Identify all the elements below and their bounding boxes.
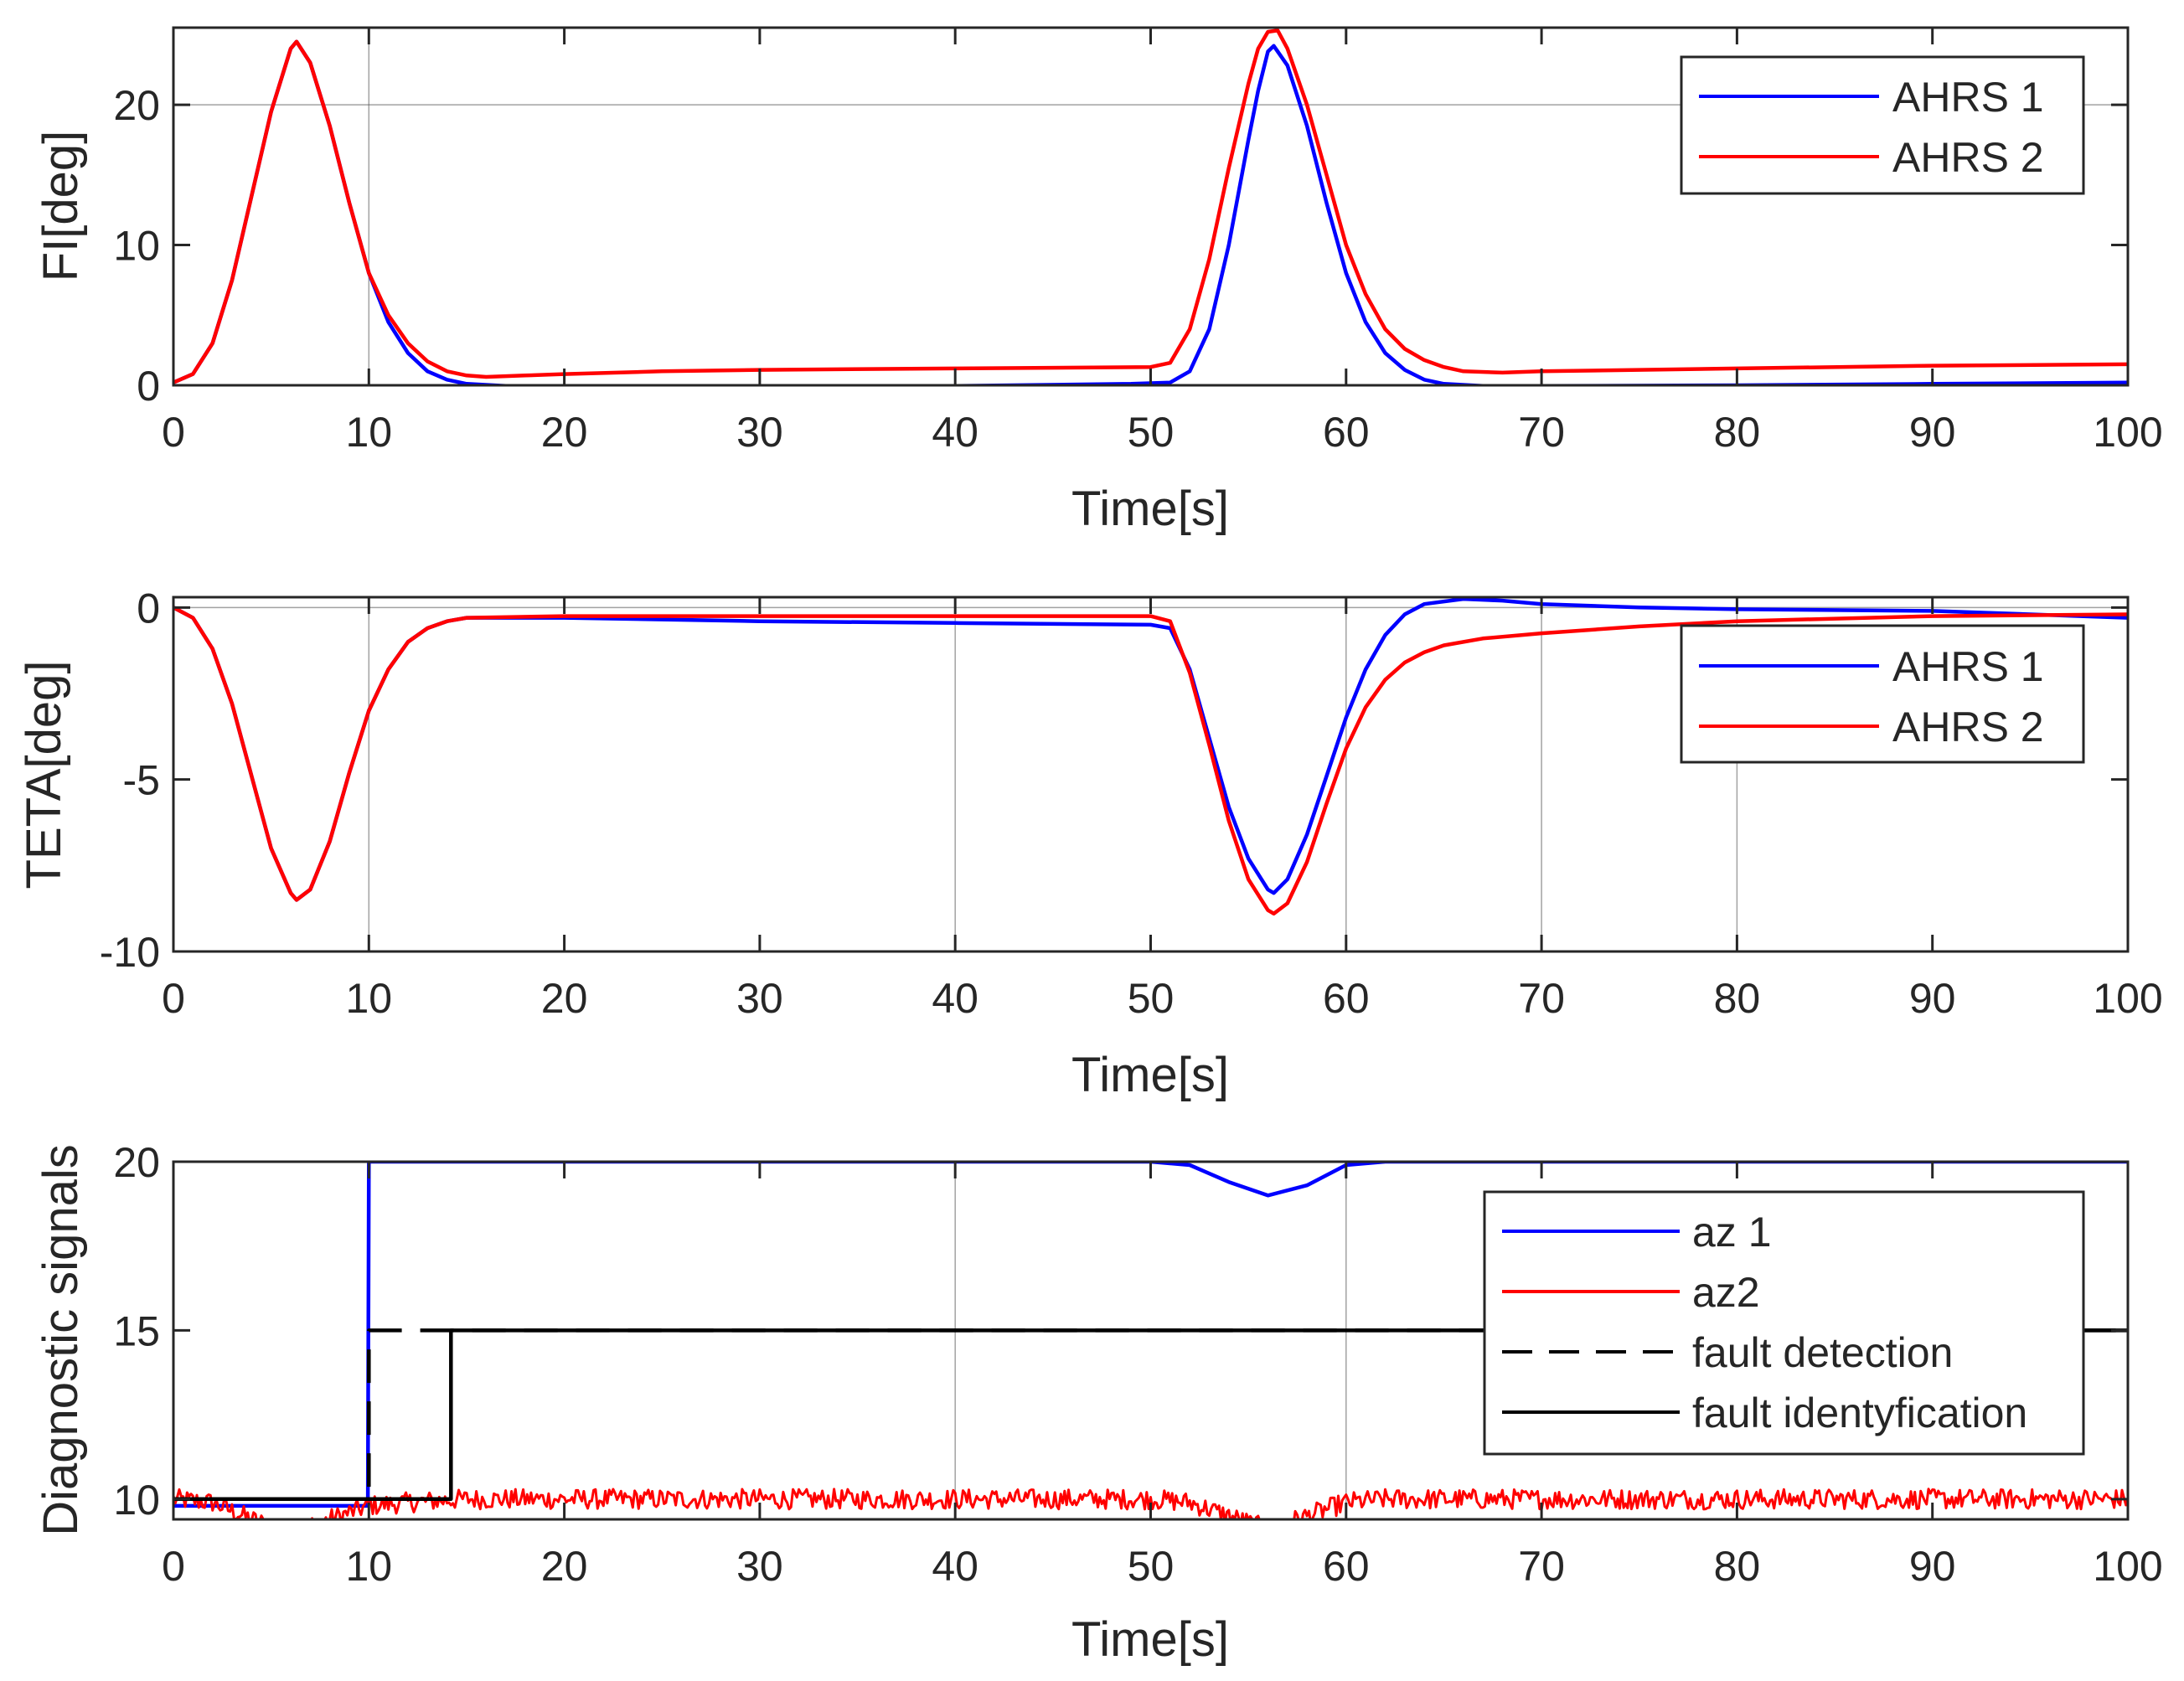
fi-legend-box — [1680, 55, 2085, 195]
fi-y-tick-label: 0 — [137, 363, 160, 410]
teta-ticks: 0 10 20 30 40 50 60 70 80 90 100 -10 -5 0 — [100, 585, 2163, 1022]
teta-x-tick-label: 0 — [162, 975, 185, 1022]
fi-y-tick-label: 20 — [113, 82, 160, 129]
diagnostic-series-az-1 — [173, 1162, 2128, 1508]
diagnostic-legend-box — [1483, 1190, 2085, 1456]
teta-legend-label-ahrs1: AHRS 1 — [1892, 643, 2044, 690]
teta-series-ahrs-2 — [173, 606, 2128, 916]
fi-x-tick-label: 30 — [736, 409, 783, 456]
diagnostic-x-tick-label: 100 — [2093, 1543, 2162, 1590]
diagnostic-x-tick-label: 10 — [345, 1543, 392, 1590]
diagnostic-legend: az 1 az2 fault detection fault identyfic… — [1483, 1190, 2085, 1456]
diagnostic-y-axis-label: Diagnostic signals — [34, 1144, 88, 1535]
diagnostic-y-tick-label: 10 — [113, 1477, 160, 1524]
fi-x-tick-label: 40 — [932, 409, 978, 456]
teta-x-axis-label: Time[s] — [1071, 1048, 1229, 1102]
fi-ticks: 0 10 20 30 40 50 60 70 80 90 100 0 10 20 — [113, 28, 2163, 456]
teta-legend-label-ahrs2: AHRS 2 — [1892, 704, 2044, 750]
diagnostic-x-tick-label: 0 — [162, 1543, 185, 1590]
teta-x-tick-label: 10 — [345, 975, 392, 1022]
diagnostic-legend-label-az2: az2 — [1692, 1269, 1760, 1316]
diagnostic-legend-label-fault-identyfication: fault identyfication — [1692, 1390, 2027, 1436]
fi-x-tick-label: 0 — [162, 409, 185, 456]
diagnostic-x-tick-label: 60 — [1323, 1543, 1370, 1590]
diagnostic-x-tick-label: 20 — [541, 1543, 588, 1590]
teta-y-tick-label: 0 — [137, 585, 160, 632]
fi-x-axis-label: Time[s] — [1071, 482, 1229, 536]
fi-legend: AHRS 1 AHRS 2 — [1680, 55, 2085, 195]
teta-x-tick-label: 90 — [1909, 975, 1956, 1022]
fi-x-tick-label: 60 — [1323, 409, 1370, 456]
teta-x-tick-label: 60 — [1323, 975, 1370, 1022]
teta-x-tick-label: 100 — [2093, 975, 2162, 1022]
diagnostic-series-fault-identyfication — [173, 1328, 2128, 1502]
fi-x-tick-label: 10 — [345, 409, 392, 456]
fi-x-tick-label: 50 — [1128, 409, 1175, 456]
fi-y-tick-label: 10 — [113, 223, 160, 270]
teta-y-tick-label: -5 — [123, 757, 160, 804]
diagnostic-series — [173, 1162, 2128, 1519]
teta-x-tick-label: 40 — [932, 975, 978, 1022]
diagnostic-x-tick-label: 70 — [1518, 1543, 1565, 1590]
fi-y-axis-label: FI[deg] — [34, 131, 88, 282]
teta-legend-box — [1680, 624, 2085, 764]
teta-series — [173, 597, 2128, 916]
teta-legend: AHRS 1 AHRS 2 — [1680, 624, 2085, 764]
teta-x-tick-label: 50 — [1128, 975, 1175, 1022]
teta-x-tick-label: 70 — [1518, 975, 1565, 1022]
diagnostic-x-tick-label: 30 — [736, 1543, 783, 1590]
diagnostic-x-axis-label: Time[s] — [1071, 1612, 1229, 1667]
diagnostic-x-tick-label: 90 — [1909, 1543, 1956, 1590]
teta-y-axis-label: TETA[deg] — [17, 661, 71, 889]
teta-x-tick-label: 20 — [541, 975, 588, 1022]
diagnostic-x-tick-label: 40 — [932, 1543, 978, 1590]
fi-series-ahrs-2 — [173, 28, 2128, 384]
diagnostic-legend-label-az1: az 1 — [1692, 1209, 1772, 1256]
fi-legend-label-ahrs1: AHRS 1 — [1892, 74, 2044, 121]
diagnostic-x-tick-label: 80 — [1714, 1543, 1761, 1590]
panel-fi: 0 10 20 30 40 50 60 70 80 90 100 0 10 20 Time[s] FI[d… — [34, 26, 2163, 536]
fi-x-tick-label: 100 — [2093, 409, 2162, 456]
fi-x-tick-label: 90 — [1909, 409, 1956, 456]
diagnostic-series-fault-detection — [173, 1328, 2128, 1502]
fi-x-tick-label: 70 — [1518, 409, 1565, 456]
fi-x-tick-label: 20 — [541, 409, 588, 456]
diagnostic-legend-label-fault-detection: fault detection — [1692, 1329, 1953, 1376]
diagnostic-y-tick-label: 20 — [113, 1139, 160, 1186]
teta-x-tick-label: 30 — [736, 975, 783, 1022]
diagnostic-y-tick-label: 15 — [113, 1307, 160, 1354]
diagnostic-series-az2 — [173, 1488, 2128, 1519]
panel-teta: 0 10 20 30 40 50 60 70 80 90 100 -10 -5 0 Time[s] TET… — [17, 585, 2163, 1102]
diagnostic-x-tick-label: 50 — [1128, 1543, 1175, 1590]
teta-x-tick-label: 80 — [1714, 975, 1761, 1022]
fi-x-tick-label: 80 — [1714, 409, 1761, 456]
teta-y-tick-label: -10 — [100, 929, 160, 976]
fi-legend-label-ahrs2: AHRS 2 — [1892, 134, 2044, 181]
